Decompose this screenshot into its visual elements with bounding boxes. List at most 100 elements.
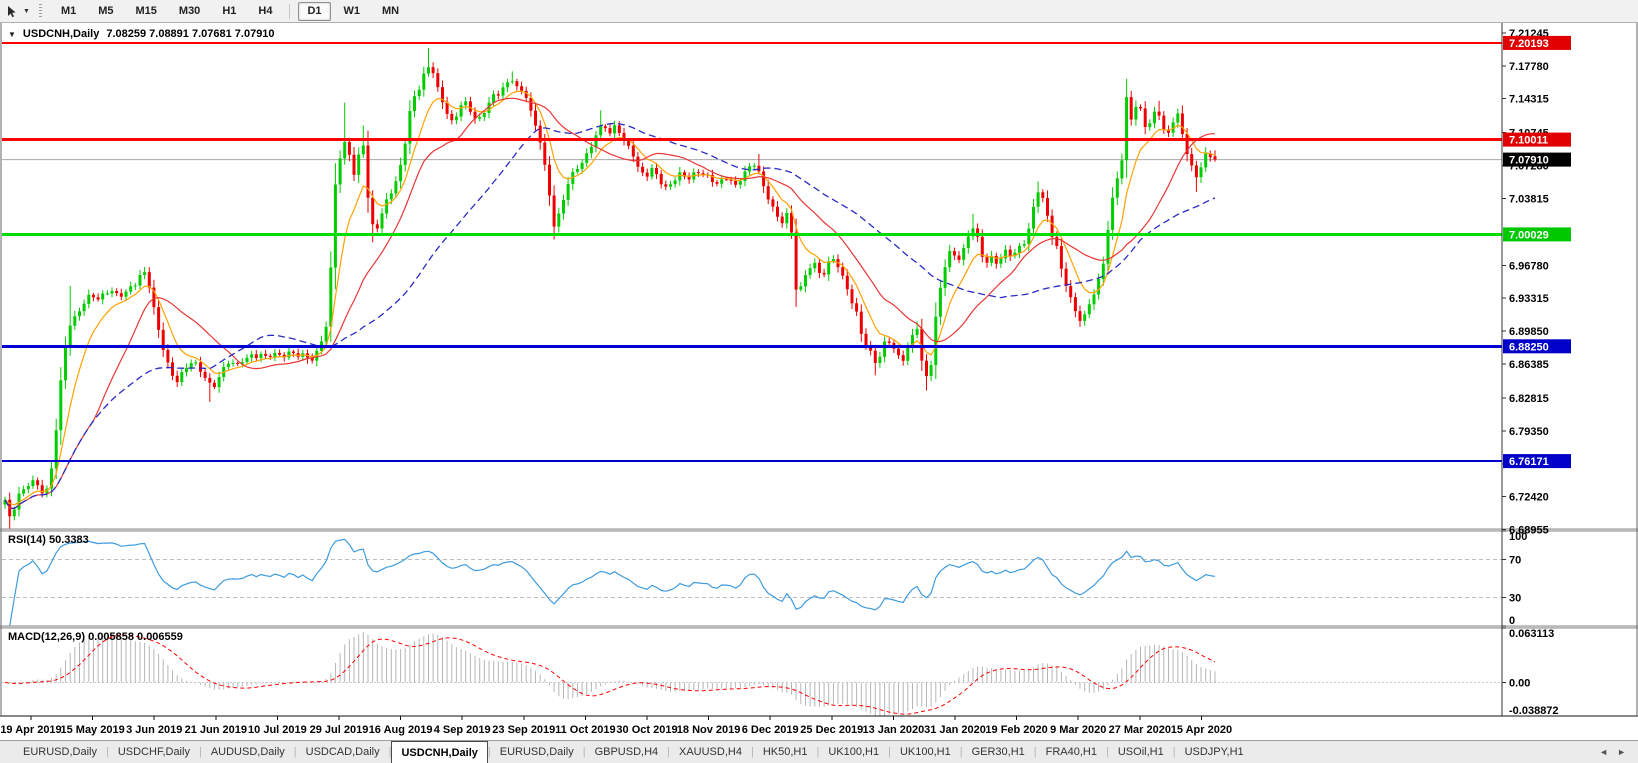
- svg-text:30 Oct 2019: 30 Oct 2019: [616, 724, 677, 736]
- svg-text:6.86385: 6.86385: [1509, 359, 1549, 371]
- svg-text:11 Oct 2019: 11 Oct 2019: [555, 724, 616, 736]
- panel-splitters[interactable]: [0, 528, 1638, 629]
- chevron-down-icon[interactable]: ▼: [23, 7, 30, 15]
- svg-text:7.03815: 7.03815: [1509, 194, 1549, 206]
- tab-separator: |: [105, 746, 109, 758]
- chart-border: [0, 23, 1638, 716]
- svg-text:7.00029: 7.00029: [1509, 229, 1549, 241]
- ma-slow-line: [4, 122, 1216, 510]
- horizontal-level-lines[interactable]: [2, 41, 1502, 463]
- chart-tab-UK100-H1[interactable]: UK100,H1: [899, 746, 951, 758]
- chart-tab-GBPUSD-H4[interactable]: GBPUSD,H4: [594, 746, 659, 758]
- svg-text:6.88250: 6.88250: [1509, 341, 1549, 353]
- chart-tab-AUDUSD-Daily[interactable]: AUDUSD,Daily: [210, 746, 285, 758]
- svg-text:0.00: 0.00: [1509, 678, 1530, 690]
- chart-tab-USDCAD-Daily[interactable]: USDCAD,Daily: [305, 746, 380, 758]
- svg-text:6.79350: 6.79350: [1509, 426, 1549, 438]
- tab-separator: |: [888, 746, 891, 758]
- svg-text:19 Apr 2019: 19 Apr 2019: [0, 724, 61, 736]
- svg-text:10 Jul 2019: 10 Jul 2019: [248, 724, 307, 736]
- tab-separator: |: [293, 746, 297, 758]
- cursor-arrow-glyph: [8, 5, 16, 17]
- svg-text:70: 70: [1509, 555, 1521, 567]
- timeframe-button-M1[interactable]: M1: [60, 4, 77, 17]
- svg-text:30: 30: [1509, 593, 1521, 605]
- svg-text:25 Dec 2019: 25 Dec 2019: [800, 724, 863, 736]
- svg-text:18 Nov 2019: 18 Nov 2019: [677, 724, 741, 736]
- svg-text:23 Sep 2019: 23 Sep 2019: [492, 724, 555, 736]
- timeframe-button-H1[interactable]: H1: [222, 4, 237, 17]
- tab-scroll-controls: ◄ ►: [1599, 741, 1638, 763]
- chart-window: 7.212457.177807.143157.107457.072807.038…: [0, 23, 1638, 740]
- timeframe-button-M15[interactable]: M15: [135, 4, 157, 17]
- objects-collapse-icon[interactable]: ▼: [8, 29, 16, 39]
- svg-text:7.10011: 7.10011: [1509, 135, 1548, 147]
- tab-separator: |: [582, 746, 586, 758]
- tab-separator: |: [667, 746, 670, 758]
- svg-text:7.17780: 7.17780: [1509, 61, 1549, 73]
- chart-tab-USDCNH-Daily[interactable]: USDCNH,Daily: [391, 741, 488, 763]
- tab-separator: |: [959, 746, 963, 758]
- svg-text:15 May 2019: 15 May 2019: [60, 724, 124, 736]
- tab-separator: |: [198, 746, 202, 758]
- svg-text:6.72420: 6.72420: [1509, 492, 1549, 504]
- tab-separator: |: [388, 746, 392, 758]
- chart-ohlc-readout: 7.08259 7.08891 7.07681 7.07910: [106, 28, 275, 40]
- svg-text:15 Apr 2020: 15 Apr 2020: [1171, 724, 1232, 736]
- tab-separator: |: [1033, 746, 1037, 758]
- svg-text:16 Aug 2019: 16 Aug 2019: [369, 724, 433, 736]
- svg-text:6.68955: 6.68955: [1509, 525, 1549, 537]
- svg-text:19 Feb 2020: 19 Feb 2020: [985, 724, 1047, 736]
- svg-text:0: 0: [1509, 615, 1515, 627]
- chart-tab-USOil-H1[interactable]: USOil,H1: [1117, 746, 1164, 758]
- timeframe-button-MN[interactable]: MN: [382, 4, 400, 17]
- timeframe-button-M30[interactable]: M30: [178, 4, 201, 17]
- svg-text:6 Dec 2019: 6 Dec 2019: [742, 724, 799, 736]
- timeframe-button-D1[interactable]: D1: [298, 1, 331, 21]
- tab-separator: |: [750, 746, 754, 758]
- chart-tab-USDJPY-H1[interactable]: USDJPY,H1: [1184, 746, 1244, 758]
- chart-tab-FRA40-H1[interactable]: FRA40,H1: [1045, 746, 1097, 758]
- svg-text:3 Jun 2019: 3 Jun 2019: [126, 724, 182, 736]
- timeframe-button-group: M1 M5 M15 M30 H1 H4 D1 W1 MN: [50, 1, 410, 21]
- chart-tab-XAUUSD-H4[interactable]: XAUUSD,H4: [679, 746, 742, 758]
- rsi-label: RSI(14) 50.3383: [8, 534, 89, 546]
- chart-tab-EURUSD-Daily[interactable]: EURUSD,Daily: [23, 746, 97, 758]
- price-chart-svg: 7.212457.177807.143157.107457.072807.038…: [0, 23, 1638, 740]
- chart-tab-GER30-H1[interactable]: GER30,H1: [971, 746, 1025, 758]
- svg-text:6.96780: 6.96780: [1509, 260, 1549, 272]
- chart-tab-UK100-H1[interactable]: UK100,H1: [828, 746, 880, 758]
- ma-fast-line: [4, 90, 1216, 506]
- ma-mid-line: [4, 97, 1215, 510]
- chart-symbol-title: USDCNH,Daily: [22, 28, 100, 40]
- tab-separator: |: [1106, 746, 1109, 758]
- toolbar-grip-handle[interactable]: [38, 3, 42, 19]
- tab-separator: |: [1172, 746, 1176, 758]
- chart-tab-EURUSD-Daily[interactable]: EURUSD,Daily: [499, 746, 574, 758]
- toolbar: ▼ M1 M5 M15 M30 H1 H4 D1 W1 MN: [0, 0, 1638, 23]
- svg-text:6.76171: 6.76171: [1509, 456, 1549, 468]
- timeframe-button-W1[interactable]: W1: [343, 4, 361, 17]
- svg-text:31 Jan 2020: 31 Jan 2020: [924, 724, 986, 736]
- tab-scroll-right-icon[interactable]: ►: [1617, 747, 1626, 757]
- chart-title-overlay: ▼ USDCNH,Daily 7.08259 7.08891 7.07681 7…: [8, 28, 275, 40]
- candlestick-series: [3, 48, 1217, 530]
- chart-tab-HK50-H1[interactable]: HK50,H1: [762, 746, 808, 758]
- macd-label: MACD(12,26,9) 0.005858 0.006559: [8, 631, 183, 643]
- toolbar-separator: [289, 3, 291, 19]
- chart-background: [0, 23, 1638, 740]
- tab-separator: |: [487, 746, 491, 758]
- tab-scroll-left-icon[interactable]: ◄: [1599, 747, 1609, 757]
- svg-text:27 Mar 2020: 27 Mar 2020: [1109, 724, 1171, 736]
- price-axis-badges[interactable]: 7.20193 7.10011 7.00029 6.88250 6.76171 7.079…: [1503, 35, 1571, 469]
- chart-tab-USDCHF-Daily[interactable]: USDCHF,Daily: [117, 746, 190, 758]
- tab-separator: |: [816, 746, 820, 758]
- svg-text:7.07910: 7.07910: [1509, 155, 1549, 167]
- svg-text:7.20193: 7.20193: [1509, 38, 1549, 50]
- svg-text:-0.038872: -0.038872: [1509, 705, 1559, 717]
- timeframe-button-H4[interactable]: H4: [258, 4, 273, 17]
- cursor-tool-icon[interactable]: [5, 4, 20, 19]
- timeframe-button-M5[interactable]: M5: [98, 4, 114, 17]
